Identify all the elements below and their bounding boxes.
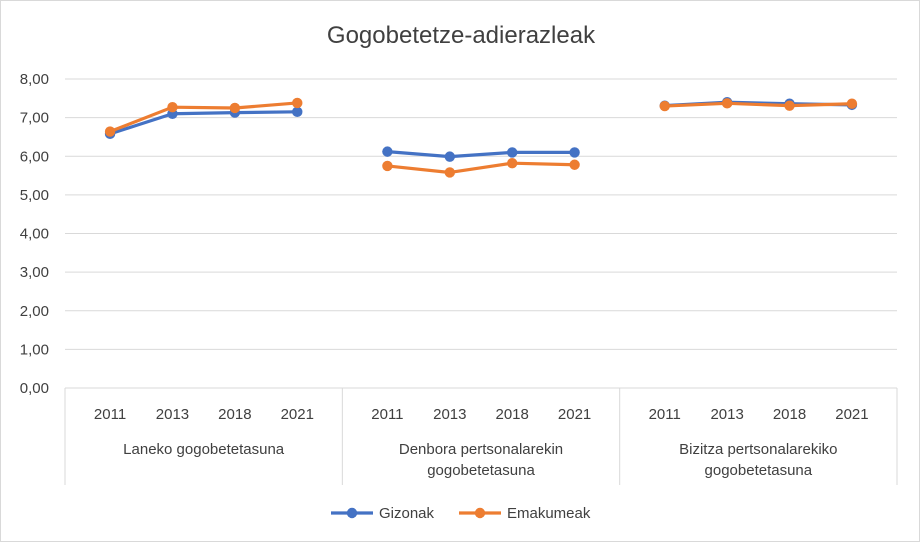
data-point [292, 97, 303, 109]
data-point [382, 160, 393, 172]
x-tick-label: 2021 [835, 406, 868, 423]
legend-marker [474, 507, 486, 519]
x-axis: 2011 2013 2018 2021 Laneko gogobetetasuna 201… [64, 388, 898, 485]
data-point [569, 147, 580, 158]
x-tick-label: 2013 [156, 406, 189, 423]
series-layer [104, 96, 858, 178]
y-tick-label: 5,00 [20, 187, 49, 204]
x-tick-label: 2018 [773, 406, 806, 423]
x-tick-label: 2018 [218, 406, 251, 423]
legend: Gizonak Emakumeak [331, 505, 591, 522]
data-point [292, 106, 303, 118]
group-label: Denbora pertsonalarekin [399, 441, 563, 458]
x-tick-label: 2011 [94, 406, 126, 423]
series-emakumeak [104, 97, 858, 178]
data-point [721, 98, 733, 109]
y-tick-label: 1,00 [20, 341, 49, 358]
y-tick-label: 4,00 [20, 226, 49, 243]
y-axis-ticks: 0,00 1,00 2,00 3,00 4,00 5,00 6,00 7,00 8,00 [20, 71, 49, 397]
series-line [385, 150, 577, 159]
y-tick-label: 0,00 [20, 380, 49, 397]
x-tick-label: 2021 [558, 406, 591, 423]
group-label: gogobetetasuna [705, 462, 813, 479]
x-tick-label: 2011 [371, 406, 403, 423]
data-point [382, 146, 393, 157]
data-point [507, 158, 518, 169]
x-tick-label: 2013 [433, 406, 466, 423]
legend-label: Gizonak [379, 505, 435, 522]
y-tick-label: 2,00 [20, 303, 49, 320]
y-tick-label: 3,00 [20, 264, 49, 281]
x-tick-label: 2021 [281, 406, 314, 423]
data-point [104, 126, 116, 137]
group-label: gogobetetasuna [427, 462, 535, 479]
data-point [507, 147, 518, 158]
data-point [784, 100, 795, 111]
legend-marker [346, 507, 358, 519]
y-tick-label: 6,00 [20, 148, 49, 165]
legend-item-emakumeak: Emakumeak [459, 505, 591, 522]
y-tick-label: 7,00 [20, 110, 49, 127]
legend-item-gizonak: Gizonak [331, 505, 435, 522]
series-line [663, 101, 854, 108]
series-line [108, 101, 299, 134]
y-tick-label: 8,00 [20, 71, 49, 88]
data-point [659, 100, 670, 112]
data-point [444, 167, 455, 178]
data-point [846, 98, 858, 109]
legend-label: Emakumeak [507, 505, 591, 522]
data-point [444, 151, 455, 162]
x-tick-label: 2011 [649, 406, 681, 423]
grid-layer [65, 78, 897, 389]
group-label: Laneko gogobetetasuna [123, 441, 285, 458]
chart-title: Gogobetetze-adierazleak [327, 22, 596, 49]
data-point [229, 102, 241, 114]
data-point [167, 101, 178, 113]
x-tick-label: 2013 [710, 406, 743, 423]
series-line [385, 161, 577, 175]
data-point [569, 159, 580, 170]
series-line [108, 110, 299, 136]
group-label: Bizitza pertsonalarekiko [679, 441, 837, 458]
x-tick-label: 2018 [496, 406, 529, 423]
